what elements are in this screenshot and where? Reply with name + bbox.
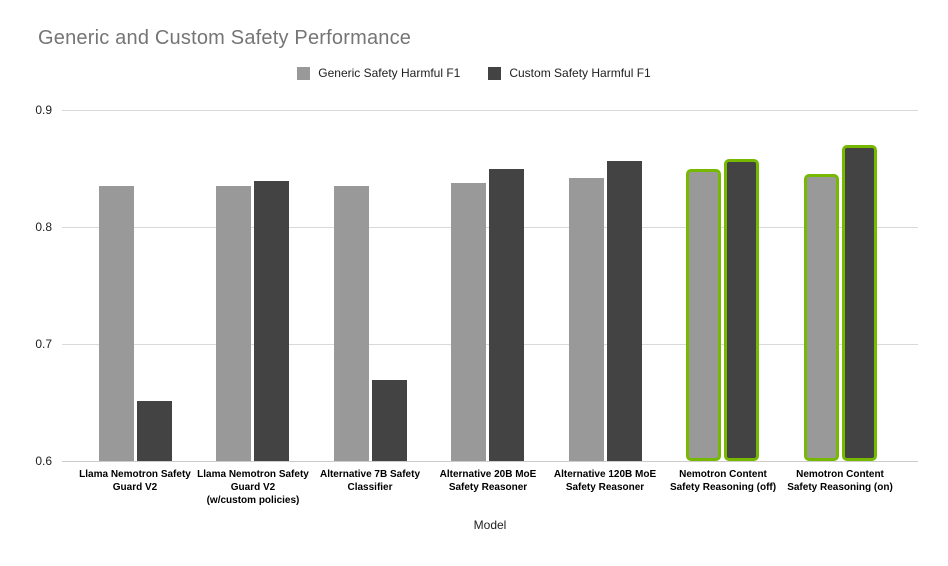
bar-custom-6 — [842, 145, 877, 461]
bar-custom-2 — [372, 380, 407, 461]
bar-generic-4 — [569, 178, 604, 461]
legend-item-1: Custom Safety Harmful F1 — [488, 66, 651, 80]
plot-area — [62, 110, 918, 462]
bar-generic-2 — [334, 186, 369, 461]
legend: Generic Safety Harmful F1 Custom Safety H… — [0, 66, 948, 80]
legend-swatch-icon — [297, 66, 311, 80]
legend-label: Generic Safety Harmful F1 — [318, 66, 461, 80]
y-tick-label-0.6: 0.6 — [35, 454, 52, 468]
legend-label: Custom Safety Harmful F1 — [509, 66, 651, 80]
legend-item-0: Generic Safety Harmful F1 — [297, 66, 460, 80]
x-axis-title: Model — [473, 518, 507, 532]
bar-custom-1 — [254, 181, 289, 461]
x-axis-label-0: Llama Nemotron Safety Guard V2 — [79, 469, 191, 493]
legend-swatch-icon — [488, 66, 502, 80]
chart-title: Generic and Custom Safety Performance — [38, 27, 412, 49]
bar-custom-4 — [607, 161, 642, 461]
x-axis-label-5: Nemotron Content Safety Reasoning (off) — [669, 469, 777, 493]
y-tick-label-0.8: 0.8 — [35, 220, 52, 234]
bar-generic-5 — [686, 169, 721, 461]
x-axis-label-6: Nemotron Content Safety Reasoning (on) — [787, 469, 893, 493]
bar-generic-0 — [99, 186, 134, 461]
x-axis-label-3: Alternative 20B MoE Safety Reasoner — [439, 469, 537, 493]
x-axis-label-4: Alternative 120B MoE Safety Reasoner — [553, 469, 657, 493]
bar-custom-5 — [724, 159, 759, 461]
bar-generic-6 — [804, 174, 839, 461]
x-axis-label-1: Llama Nemotron Safety Guard V2 (w/custom p… — [197, 469, 309, 506]
bar-generic-1 — [216, 186, 251, 461]
bar-generic-3 — [451, 183, 486, 461]
gridline-0.9 — [62, 110, 918, 111]
x-axis-label-2: Alternative 7B Safety Classifier — [319, 469, 421, 493]
bar-custom-0 — [137, 401, 172, 461]
y-tick-label-0.7: 0.7 — [35, 337, 52, 351]
y-tick-label-0.9: 0.9 — [35, 103, 52, 117]
bar-custom-3 — [489, 169, 524, 461]
gridline-0.6 — [62, 461, 918, 462]
